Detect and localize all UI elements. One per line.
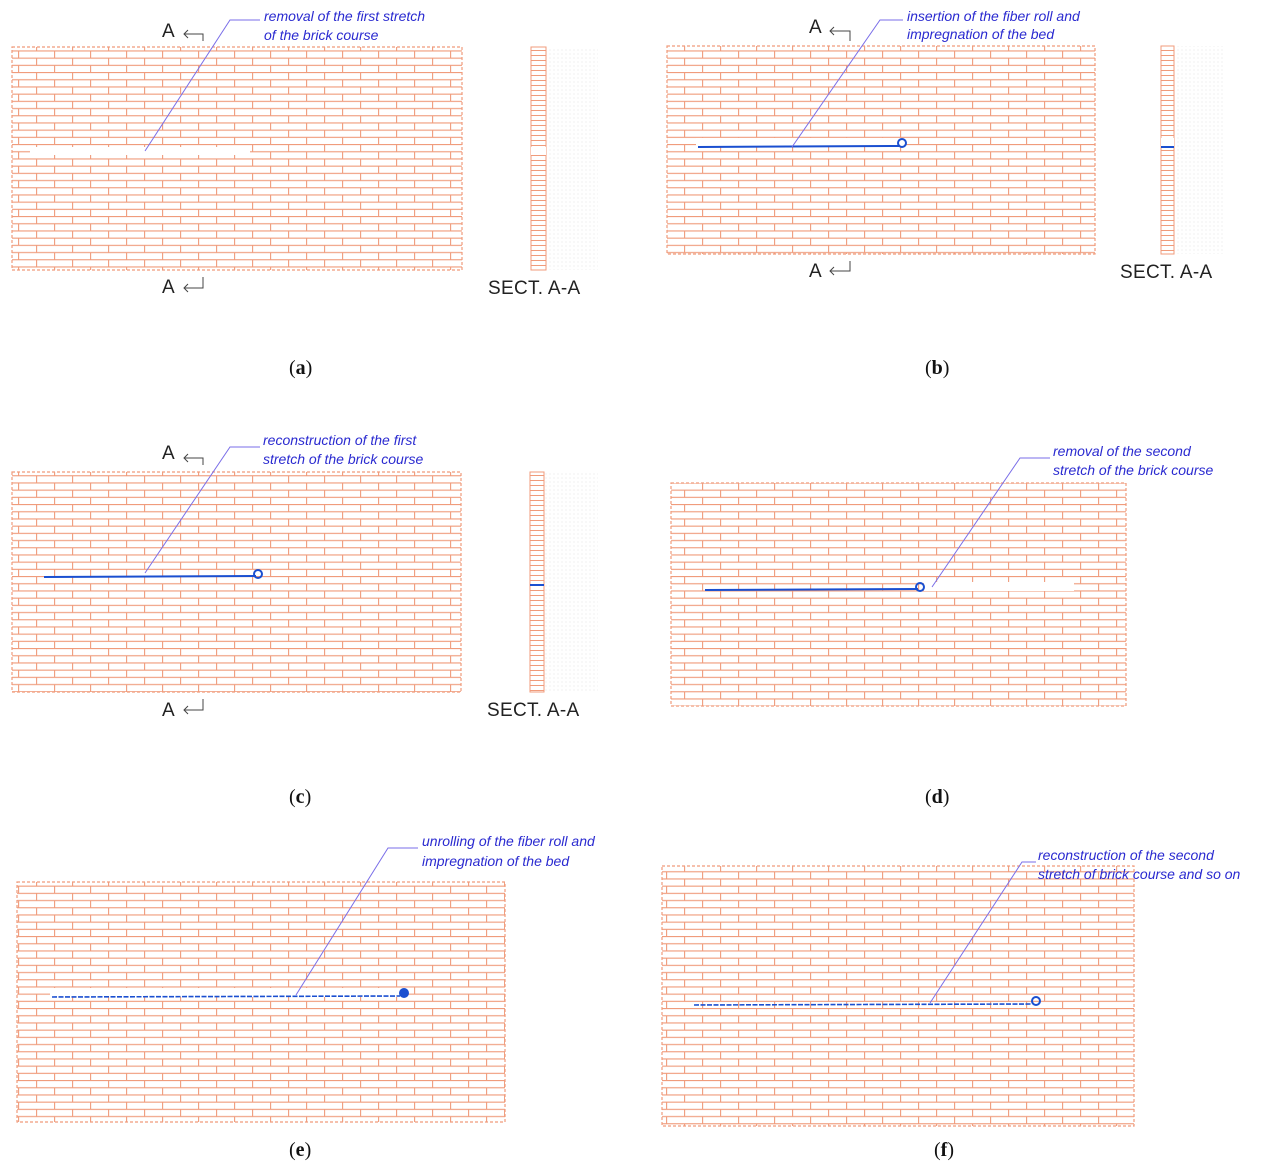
section-label: SECT. A-A (487, 700, 579, 721)
svg-text:A: A (162, 700, 175, 721)
annotation-text: removal of the second stretch of the bri… (1053, 443, 1214, 478)
svg-text:A: A (809, 261, 822, 282)
fiber-roll-icon (399, 988, 409, 998)
annotation-text: unrolling of the fiber roll and impregna… (422, 833, 599, 869)
fiber-roll-icon (897, 138, 907, 148)
fiber-roll-icon (253, 569, 263, 579)
panel-d: removal of the second stretch of the bri… (670, 443, 1214, 808)
annotation-leader (791, 19, 903, 148)
svg-text:A: A (809, 17, 822, 38)
annotation-leader (144, 19, 260, 152)
section-marker-bottom: A (809, 261, 851, 282)
section-view (530, 46, 598, 271)
section-label: SECT. A-A (1120, 262, 1212, 283)
brick-wall-elevation (661, 865, 1135, 1127)
section-marker-top: A (162, 443, 204, 465)
annotation-text: removal of the first stretch of the bric… (264, 8, 429, 43)
svg-text:A: A (162, 277, 175, 298)
panel-label: (a) (289, 357, 312, 379)
removed-brick-stretch (924, 582, 1074, 591)
embedded-fiber-strip (43, 575, 257, 578)
brick-wall-elevation (11, 471, 462, 693)
panel-e: unrolling of the fiber roll and impregna… (16, 833, 599, 1161)
section-marker-bottom: A (162, 699, 204, 721)
panel-f: reconstruction of the second stretch of … (661, 847, 1241, 1161)
brick-wall-elevation (670, 482, 1127, 707)
panel-b: A A SECT. A-A insertion of the fiber rol… (666, 8, 1224, 379)
section-label: SECT. A-A (488, 278, 580, 299)
panel-label: (c) (289, 786, 311, 808)
brick-wall-elevation (666, 45, 1096, 255)
section-view (1160, 45, 1224, 255)
section-marker-bottom: A (162, 277, 204, 298)
brick-wall-elevation (16, 881, 506, 1123)
embedded-fiber-strip (704, 588, 919, 591)
fiber-roll-strip (697, 145, 901, 148)
panel-c: A A SECT. A-A reconstruction of the firs… (11, 432, 598, 808)
panel-label: (b) (925, 357, 949, 379)
panel-label: (f) (934, 1139, 954, 1161)
embedded-fiber-strip (693, 1003, 1033, 1006)
section-marker-top: A (162, 21, 204, 42)
annotation-text: insertion of the fiber roll and impregna… (907, 8, 1084, 42)
svg-text:A: A (162, 443, 175, 464)
section-marker-top: A (809, 17, 851, 41)
panel-label: (e) (289, 1139, 311, 1161)
removed-brick-stretch (696, 138, 906, 147)
annotation-leader (295, 847, 418, 996)
removed-brick-stretch (50, 988, 402, 997)
annotation-leader (144, 446, 260, 574)
fiber-roll-strip (51, 995, 401, 998)
annotation-leader (929, 861, 1036, 1004)
fiber-roll-icon (915, 582, 925, 592)
annotation-text: reconstruction of the second stretch of … (1038, 847, 1241, 882)
annotation-leader (931, 457, 1050, 588)
section-view (529, 471, 598, 693)
fiber-roll-icon (1031, 996, 1041, 1006)
removed-brick-stretch (30, 147, 250, 155)
brick-wall-elevation (11, 46, 463, 271)
panel-label: (d) (925, 786, 949, 808)
panel-a: A A SECT. A-A removal of the first stret… (11, 8, 598, 379)
annotation-text: reconstruction of the first stretch of t… (263, 432, 424, 467)
svg-text:A: A (162, 21, 175, 42)
